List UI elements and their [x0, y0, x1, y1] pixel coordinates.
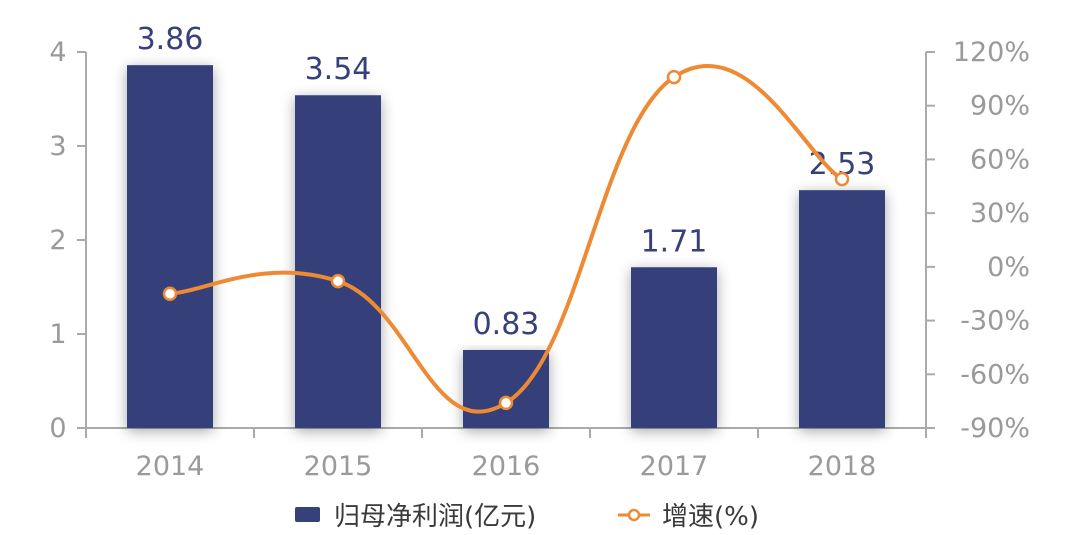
growth-point: [162, 286, 178, 301]
right-tick-label: 120%: [953, 37, 1030, 68]
left-tick-label: 0: [49, 413, 66, 444]
growth-point: [834, 171, 850, 187]
growth-point: [498, 395, 514, 411]
bar: [463, 349, 549, 428]
x-tick-label: 2014: [136, 451, 205, 482]
legend-bar-label: 归母净利润(亿元): [334, 502, 536, 532]
bar: [631, 267, 717, 428]
bar: [799, 190, 885, 428]
left-axis-ticks: 0 1 2 3 4: [49, 37, 86, 444]
right-tick-label: -30%: [960, 306, 1030, 337]
right-tick-label: 30%: [970, 198, 1030, 229]
right-tick-label: 60%: [970, 144, 1030, 175]
legend-bar-swatch: [295, 507, 320, 522]
bars: [127, 65, 885, 429]
right-tick-label: 0%: [987, 252, 1030, 283]
growth-point: [330, 273, 346, 289]
growth-point: [666, 69, 682, 85]
right-tick-label: 90%: [970, 91, 1030, 122]
right-axis-ticks: -90% -60% -30% 0% 30% 60% 90% 120%: [926, 37, 1030, 444]
right-tick-label: -60%: [960, 359, 1030, 390]
legend-line-label: 增速(%): [662, 502, 759, 532]
legend-line-marker: [627, 508, 641, 522]
right-tick-label: -90%: [960, 413, 1030, 444]
left-tick-label: 2: [49, 225, 66, 256]
left-tick-label: 4: [49, 37, 66, 68]
growth-line-path: [168, 64, 844, 414]
x-tick-label: 2015: [304, 451, 373, 482]
left-tick-label: 3: [49, 131, 66, 162]
bar: [295, 95, 381, 429]
bar-data-label: 3.86: [137, 22, 204, 57]
bar-data-label: 1.71: [641, 224, 708, 259]
legend: 归母净利润(亿元) 增速(%): [295, 502, 759, 532]
bar-data-labels: 3.863.540.831.712.53: [137, 22, 876, 342]
x-axis-ticks: 2014 2015 2016 2017 2018: [136, 451, 877, 482]
bar: [127, 65, 213, 428]
bar-data-label: 3.54: [305, 52, 372, 87]
x-tick-label: 2017: [640, 451, 709, 482]
x-tick-label: 2018: [808, 451, 877, 482]
left-tick-label: 1: [49, 319, 66, 350]
growth-line: [162, 64, 850, 414]
bar-data-label: 0.83: [473, 307, 540, 342]
x-tick-label: 2016: [472, 451, 541, 482]
